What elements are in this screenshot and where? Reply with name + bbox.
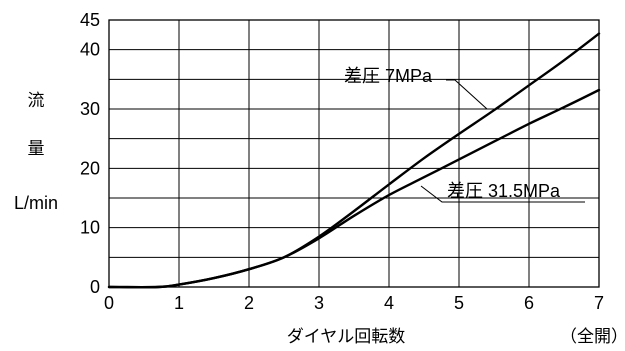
series-line-31-5mpa xyxy=(107,88,601,289)
x-axis-label: ダイヤル回転数 xyxy=(287,327,406,347)
x-tick-label: 1 xyxy=(174,293,184,313)
y-tick-label: 10 xyxy=(80,218,100,238)
x-tick-label: 0 xyxy=(104,293,114,313)
y-tick-label: 0 xyxy=(90,277,100,297)
annotation-7mpa: 差圧 7MPa xyxy=(344,66,433,86)
y-tick-label: 45 xyxy=(80,10,100,30)
annotation-31-5mpa: 差圧 31.5MPa xyxy=(447,181,561,201)
y-tick-labels: 0 10 20 30 40 45 xyxy=(80,10,100,297)
leader-line-7mpa xyxy=(446,79,488,110)
x-tick-label: 3 xyxy=(314,293,324,313)
x-tick-label: 5 xyxy=(454,293,464,313)
y-axis-label-char-2: 量 xyxy=(28,139,45,159)
x-tick-label: 2 xyxy=(244,293,254,313)
plot-frame xyxy=(108,19,600,288)
x-axis-note: （全開） xyxy=(560,327,625,347)
x-tick-label: 7 xyxy=(594,293,604,313)
y-tick-label: 30 xyxy=(80,99,100,119)
x-tick-label: 6 xyxy=(524,293,534,313)
y-tick-label: 40 xyxy=(80,40,100,60)
grid xyxy=(109,20,599,287)
x-tick-label: 4 xyxy=(384,293,394,313)
y-axis-label-char-1: 流 xyxy=(28,91,45,111)
x-tick-labels: 0 1 2 3 4 5 6 7 xyxy=(104,293,604,313)
y-tick-label: 20 xyxy=(80,158,100,178)
y-axis-unit: L/min xyxy=(14,193,58,213)
leader-line-31-5mpa xyxy=(420,185,585,203)
